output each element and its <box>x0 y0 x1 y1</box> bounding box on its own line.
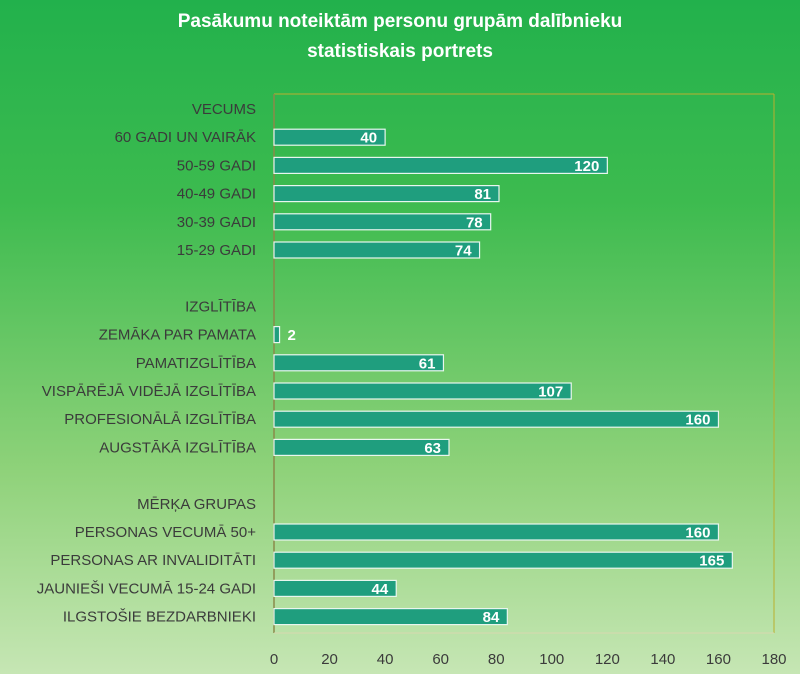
bar <box>273 156 608 174</box>
bar-data-label: 44 <box>372 581 389 598</box>
bar-data-label: 74 <box>455 243 472 260</box>
x-tick-label-1: 20 <box>321 651 338 668</box>
x-tick-label-0: 0 <box>270 651 278 668</box>
x-tick-label-6: 120 <box>595 651 620 668</box>
bar-data-label: 61 <box>419 355 436 372</box>
category-label: PROFESIONĀLĀ IZGLĪTĪBA <box>64 411 256 428</box>
bar-data-label: 160 <box>685 525 710 542</box>
bar <box>273 128 386 146</box>
bar <box>273 354 445 372</box>
bar <box>273 438 450 456</box>
bar-data-label: 120 <box>574 158 599 175</box>
bar-data-label: 81 <box>474 186 491 203</box>
category-label: AUGSTĀKĀ IZGLĪTĪBA <box>99 439 256 456</box>
bar <box>273 523 720 541</box>
category-label: PERSONAS VECUMĀ 50+ <box>75 524 257 541</box>
group-header-label: MĒRĶA GRUPAS <box>137 496 256 513</box>
category-label: ILGSTOŠIE BEZDARBNIEKI <box>63 609 256 626</box>
bar <box>273 607 508 626</box>
bar <box>273 185 500 203</box>
category-label: 50-59 GADI <box>177 157 256 174</box>
group-header-label: IZGLĪTĪBA <box>185 298 256 315</box>
bar <box>273 551 733 569</box>
bar <box>273 579 397 598</box>
bar <box>273 326 281 344</box>
bar-data-label: 63 <box>424 440 441 457</box>
category-label: 15-29 GADI <box>177 242 256 259</box>
category-label: ZEMĀKA PAR PAMATA <box>99 327 256 344</box>
bar-data-label: 107 <box>538 384 563 401</box>
x-tick-label-9: 180 <box>761 651 786 668</box>
category-label: 60 GADI UN VAIRĀK <box>115 129 256 146</box>
bar <box>273 241 481 259</box>
x-tick-label-2: 40 <box>377 651 394 668</box>
bar-data-label: 165 <box>699 553 724 570</box>
bar-data-label: 2 <box>288 327 296 344</box>
category-label: PAMATIZGLĪTĪBA <box>136 355 256 372</box>
group-header-label: VECUMS <box>192 101 256 118</box>
bar-data-label: 40 <box>360 130 377 147</box>
category-label: 40-49 GADI <box>177 186 256 203</box>
category-label: VISPĀRĒJĀ VIDĒJĀ IZGLĪTĪBA <box>42 383 256 400</box>
chart-title-line-1: Pasākumu noteiktām personu grupām dalībn… <box>177 11 623 32</box>
x-tick-label-7: 140 <box>650 651 675 668</box>
bar <box>273 410 720 428</box>
bar <box>273 382 572 400</box>
bar-data-label: 84 <box>483 609 500 626</box>
x-tick-label-5: 100 <box>539 651 564 668</box>
category-label: JAUNIEŠI VECUMĀ 15-24 GADI <box>37 580 256 597</box>
chart-title-line-2: statistiskais portrets <box>307 41 493 62</box>
x-tick-label-3: 60 <box>432 651 449 668</box>
bar-data-label: 160 <box>685 412 710 429</box>
x-tick-label-4: 80 <box>488 651 505 668</box>
bar <box>273 213 492 231</box>
category-label: 30-39 GADI <box>177 214 256 231</box>
bar-data-label: 78 <box>466 214 483 231</box>
category-label: PERSONAS AR INVALIDITĀTI <box>50 552 256 569</box>
x-tick-label-8: 160 <box>706 651 731 668</box>
